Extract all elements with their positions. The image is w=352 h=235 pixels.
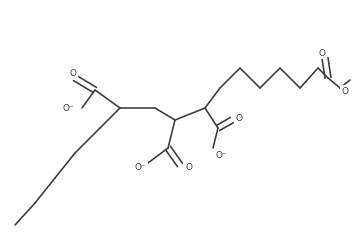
Text: O⁻: O⁻ — [134, 164, 146, 172]
Text: O⁻: O⁻ — [62, 103, 74, 113]
Text: O: O — [319, 48, 326, 58]
Text: O: O — [69, 70, 76, 78]
Text: O: O — [236, 114, 243, 122]
Text: O: O — [342, 86, 349, 95]
Text: O⁻: O⁻ — [215, 150, 227, 160]
Text: O: O — [186, 162, 193, 172]
